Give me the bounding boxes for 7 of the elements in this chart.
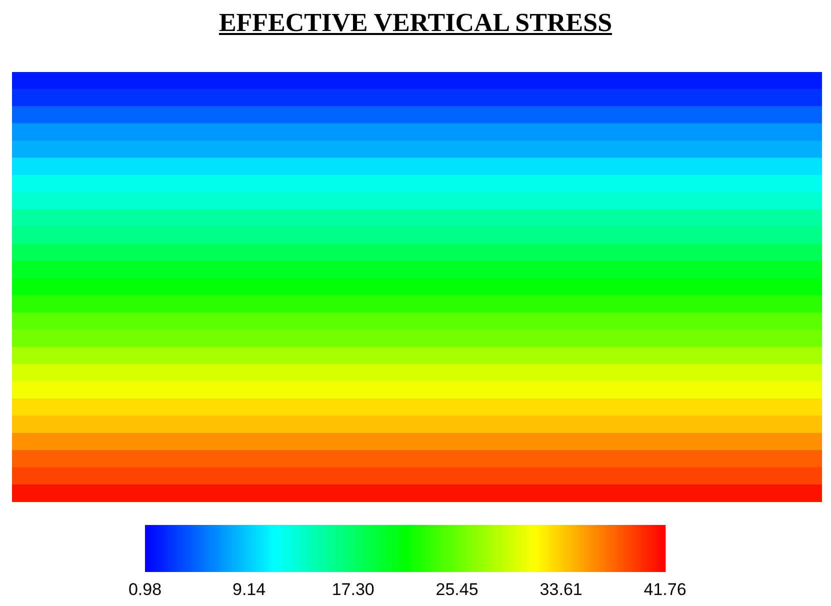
color-bar-label: 33.61	[540, 580, 582, 600]
color-bar-label: 25.45	[436, 580, 478, 600]
color-bar-label: 41.76	[644, 580, 686, 600]
color-bar-label: 9.14	[232, 580, 266, 600]
color-bar-label: 0.98	[128, 580, 162, 600]
chart-title: EFFECTIVE VERTICAL STRESS	[218, 8, 614, 38]
color-bar-label: 17.30	[332, 580, 374, 600]
